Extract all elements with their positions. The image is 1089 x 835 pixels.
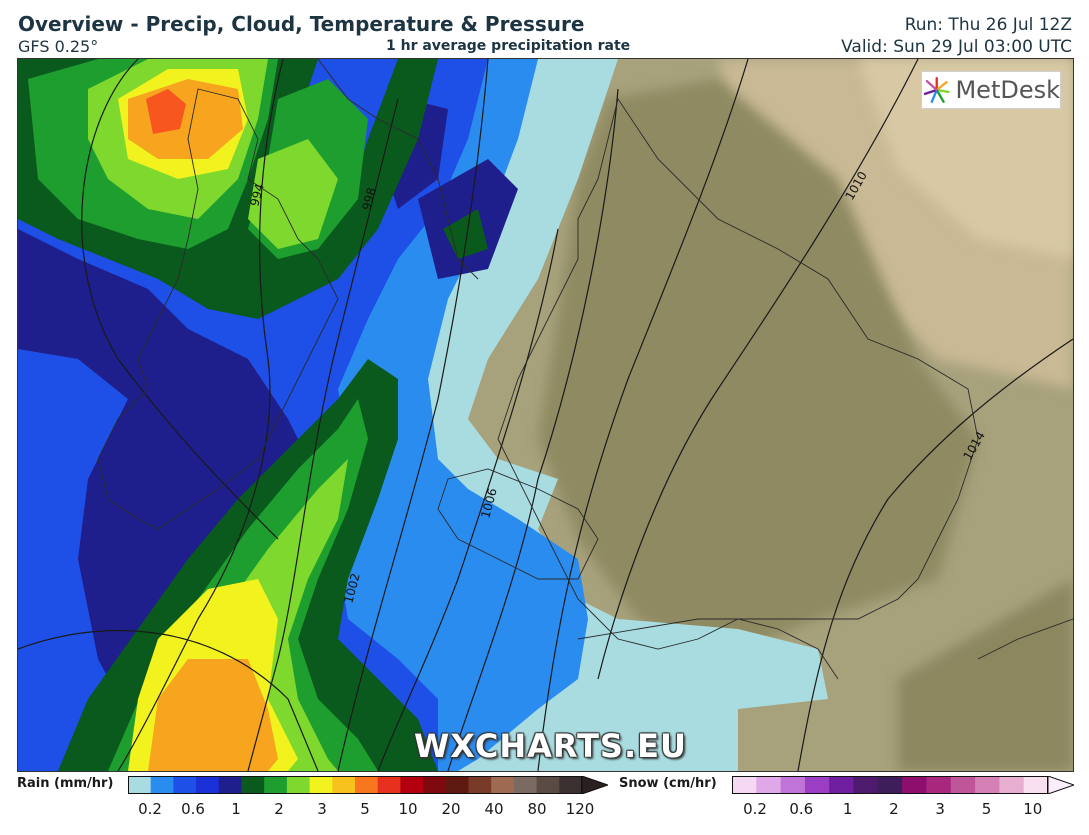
logo-text: MetDesk [955,76,1060,104]
rain-color-swatch [128,776,152,794]
rain-color-swatch [241,776,265,794]
rain-tick-label: 40 [484,800,504,818]
rain-color-swatch [286,776,311,794]
snow-color-swatch [853,776,879,794]
snow-color-swatch [756,776,782,794]
rain-tick-label: 0.2 [138,800,162,818]
chart-title: Overview - Precip, Cloud, Temperature & … [18,12,585,36]
metdesk-logo: MetDesk [921,71,1061,109]
isobar-line [18,629,319,771]
rain-tick-label: 2 [274,800,284,818]
isobar-line [597,59,919,680]
snow-tick-label: 5 [981,800,992,818]
rain-color-swatch [559,776,583,794]
snow-color-swatch [732,776,757,794]
isobar-line [797,338,1073,771]
cloud-area-south [898,579,1073,771]
snow-color-swatch [999,776,1025,794]
chart-header: Overview - Precip, Cloud, Temperature & … [0,0,1089,58]
snow-tick-label: 10 [1023,800,1043,818]
run-time: Run: Thu 26 Jul 12Z [904,15,1072,35]
isobar-line [447,88,619,771]
metdesk-flower-icon [923,77,950,103]
rain-color-swatch [513,776,538,794]
snow-color-swatch [902,776,927,794]
rain-color-swatch [196,776,220,794]
snow-colorbar-outline [732,776,1048,794]
scotland-coastline [317,59,479,280]
cloud-area-britain [538,79,978,659]
rain-tick-label: 20 [441,800,461,818]
rain-tick-label: 120 [565,800,595,818]
isobar-line [377,228,559,771]
rain-color-swatch [377,776,401,794]
isobar-line [537,59,749,771]
wales-coastline [437,468,599,580]
clear-sky-area-light [858,59,1073,259]
isobar-line [117,59,284,771]
rain-color-swatch [445,776,469,794]
rain-green-patch [443,209,488,259]
snow-colorbar [732,776,1074,794]
rain-tick-label: 0.6 [181,800,205,818]
isobar-label-998: 998 [359,186,378,212]
isobar-line [337,59,489,771]
snow-color-swatch [780,776,806,794]
rain-tick-label: 1 [231,800,241,818]
snow-color-swatch [926,776,952,794]
snow-color-swatch [1023,776,1049,794]
wxcharts-watermark: WXCHARTS.EU [414,727,687,765]
rain-color-swatch [332,776,356,794]
rain-color-swatch [423,776,447,794]
rain-legend-label: Rain (mm/hr) [17,776,114,791]
rain-light-green-ne [248,139,338,249]
rain-color-swatch [491,776,515,794]
snow-legend-label: Snow (cm/hr) [619,776,717,791]
rain-colorbar-outline [128,776,582,794]
rain-orange-south [148,659,278,771]
rain-tick-label: 80 [527,800,547,818]
snow-color-swatch [877,776,903,794]
rain-color-swatch [355,776,379,794]
rain-color-swatch [264,776,288,794]
britain-coastline [497,97,979,650]
continent-coastline [977,618,1073,660]
isobar-line [247,98,399,771]
snow-tick-label: 0.2 [743,800,767,818]
isobars [18,59,1073,771]
snow-colorbar-arrow [1047,776,1074,794]
france-coastline [577,618,839,680]
rain-color-swatch [468,776,492,794]
rain-tick-label: 10 [398,800,418,818]
rain-color-swatch [536,776,560,794]
isobar-line [81,59,279,540]
legend: Rain (mm/hr) 0.2 0.6 1 2 3 5 10 20 40 80 120 Snow … [0,770,1089,835]
snow-tick-label: 2 [889,800,899,818]
rain-color-swatch [218,776,242,794]
valid-time: Valid: Sun 29 Jul 03:00 UTC [841,37,1072,57]
rain-color-swatch [400,776,424,794]
snow-color-swatch [950,776,976,794]
model-label: GFS 0.25° [18,37,99,56]
snow-tick-label: 1 [842,800,853,818]
rain-colorbar-arrow [581,776,608,794]
rain-color-swatch [309,776,333,794]
weather-map: 994 998 1002 1006 1010 1014 MetDesk WXCH… [17,58,1074,772]
snow-color-swatch [804,776,830,794]
snow-color-swatch [975,776,1000,794]
isobar-label-994: 994 [247,182,266,208]
coastlines [97,59,1073,680]
chart-subtitle: 1 hr average precipitation rate [386,38,631,54]
rain-tick-label: 3 [317,800,327,818]
rain-tick-label: 5 [360,800,370,818]
rain-color-swatch [150,776,174,794]
snow-color-swatch [829,776,855,794]
ireland-coastline [97,88,339,530]
rain-color-swatch [173,776,197,794]
snow-tick-label: 3 [935,800,945,818]
snow-tick-label: 0.6 [789,800,814,818]
map-canvas: 994 998 1002 1006 1010 1014 [18,59,1073,771]
rain-core [146,89,186,134]
rain-colorbar [128,776,608,794]
